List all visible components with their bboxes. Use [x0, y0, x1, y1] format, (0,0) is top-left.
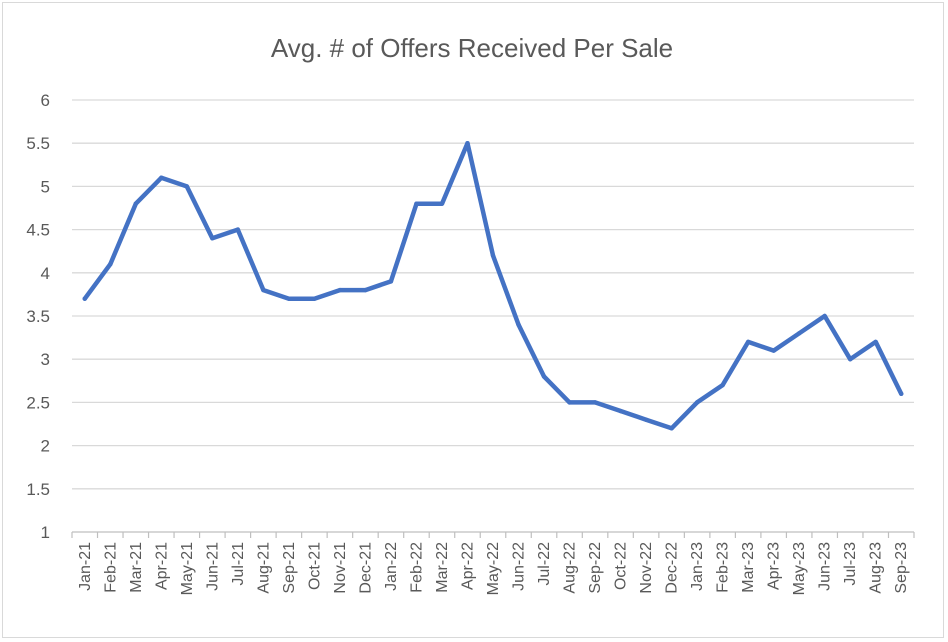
- data-point: [848, 357, 853, 362]
- data-point: [184, 184, 190, 189]
- y-tick-label: 5: [41, 177, 50, 196]
- data-point: [465, 141, 470, 146]
- data-point: [108, 261, 113, 267]
- data-point: [771, 348, 776, 353]
- x-tick-label: Feb-23: [715, 542, 732, 593]
- y-tick-label: 6: [41, 91, 50, 110]
- x-tick-label: Aug-21: [255, 542, 272, 594]
- data-point: [643, 417, 649, 422]
- y-axis-ticks: 1 1.5 2 2.5 3 3.5 4 4.5 5 5.5 6: [26, 91, 50, 542]
- x-tick-label: Sep-23: [893, 542, 910, 594]
- y-tick-label: 1.5: [26, 480, 50, 499]
- data-point: [286, 296, 292, 301]
- series-layer: [82, 140, 904, 431]
- x-tick-label: Apr-23: [766, 542, 783, 590]
- y-tick-label: 5.5: [26, 134, 50, 153]
- x-tick-label: Sep-21: [281, 542, 298, 594]
- x-tick-label: Feb-22: [408, 542, 425, 593]
- data-point: [133, 201, 138, 206]
- data-point: [261, 287, 266, 293]
- data-point: [159, 175, 164, 180]
- x-tick-label: Jul-21: [230, 542, 247, 586]
- x-tick-label: Jul-23: [842, 542, 859, 586]
- x-tick-label: Jun-21: [204, 542, 221, 591]
- x-tick-label: May-22: [485, 542, 502, 595]
- y-tick-label: 2.5: [26, 393, 50, 412]
- data-point: [899, 391, 904, 396]
- x-tick-label: Oct-22: [613, 542, 630, 590]
- data-point: [541, 374, 547, 379]
- data-point: [337, 287, 343, 293]
- data-point: [745, 339, 751, 345]
- x-tick-label: Jul-22: [536, 542, 553, 586]
- data-point: [822, 313, 827, 319]
- x-tick-label: Jan-23: [689, 542, 706, 591]
- data-point: [694, 400, 700, 405]
- x-tick-label: Jan-22: [383, 542, 400, 591]
- data-point: [796, 331, 802, 336]
- x-tick-label: Nov-22: [638, 542, 655, 594]
- x-tick-label: Jun-23: [817, 542, 834, 591]
- data-point: [567, 400, 572, 405]
- x-tick-label: Aug-23: [868, 542, 885, 594]
- data-point: [439, 201, 445, 206]
- x-tick-label: Mar-21: [128, 542, 145, 593]
- data-point: [592, 400, 598, 405]
- data-point: [210, 236, 215, 241]
- chart-title: Avg. # of Offers Received Per Sale: [271, 33, 673, 63]
- x-tick-label: May-21: [179, 542, 196, 595]
- data-point: [312, 296, 317, 301]
- x-tick-label: Apr-22: [459, 542, 476, 590]
- x-tick-label: May-23: [791, 542, 808, 595]
- gridlines: [72, 99, 914, 490]
- x-axis-ticks: Jan-21 Feb-21 Mar-21 Apr-21 May-21 Jun-21 Jul-…: [77, 542, 910, 595]
- x-tick-label: Mar-22: [434, 542, 451, 593]
- x-tick-label: Dec-21: [357, 542, 374, 594]
- data-point: [363, 287, 368, 293]
- x-tick-label: Oct-21: [306, 542, 323, 590]
- data-point: [388, 279, 394, 284]
- x-tick-label: Mar-23: [740, 542, 757, 593]
- data-point: [490, 253, 496, 258]
- x-tick-label: Dec-22: [664, 542, 681, 594]
- data-point: [720, 382, 725, 388]
- data-point: [235, 227, 241, 232]
- data-point: [618, 408, 623, 414]
- x-axis: [71, 531, 915, 538]
- data-point: [516, 322, 521, 327]
- y-tick-label: 1: [41, 523, 50, 542]
- y-tick-label: 3: [41, 350, 50, 369]
- x-tick-label: Apr-21: [153, 542, 170, 590]
- data-point: [414, 201, 419, 206]
- data-point: [669, 426, 674, 431]
- data-point: [82, 296, 87, 301]
- data-point: [873, 339, 878, 345]
- y-tick-label: 3.5: [26, 307, 50, 326]
- x-tick-label: Nov-21: [332, 542, 349, 594]
- y-tick-label: 4: [41, 264, 50, 283]
- y-tick-label: 4.5: [26, 221, 50, 240]
- x-tick-label: Jun-22: [511, 542, 528, 591]
- x-tick-label: Feb-21: [102, 542, 119, 593]
- y-tick-label: 2: [41, 437, 50, 456]
- x-tick-label: Sep-22: [587, 542, 604, 594]
- x-tick-label: Aug-22: [562, 542, 579, 594]
- x-tick-label: Jan-21: [77, 542, 94, 591]
